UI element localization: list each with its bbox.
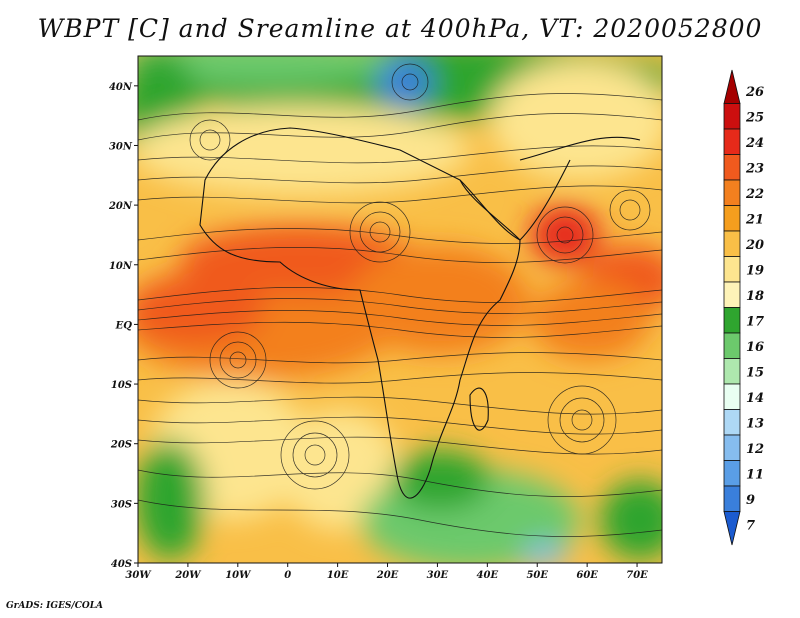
colorbar-segment bbox=[723, 358, 741, 385]
lat-label: EQ bbox=[115, 320, 133, 331]
lat-label: 10N bbox=[109, 261, 133, 272]
lon-label: 30E bbox=[427, 570, 449, 581]
colorbar-label: 14 bbox=[746, 391, 764, 406]
colorbar-label: 20 bbox=[745, 238, 764, 253]
lat-label: 40N bbox=[109, 82, 133, 93]
colorbar-label: 17 bbox=[746, 314, 764, 329]
map-title: WBPT [C] and Sreamline at 400hPa, VT: 20… bbox=[37, 14, 763, 43]
colorbar-segment bbox=[723, 205, 741, 232]
coastlines bbox=[199, 127, 641, 499]
lon-label: 40E bbox=[477, 570, 499, 581]
colorbar-label: 24 bbox=[745, 136, 764, 151]
lon-label: 50E bbox=[526, 570, 548, 581]
colorbar-segment bbox=[723, 434, 741, 461]
colorbar-label: 7 bbox=[746, 518, 755, 533]
lon-label: 20E bbox=[376, 570, 399, 581]
colorbar-segment bbox=[723, 179, 741, 206]
lon-label: 0 bbox=[284, 570, 291, 581]
colorbar: 26 25 24 23 22 21 20 19 18 17 16 15 14 13 12 11 9 7 bbox=[723, 69, 764, 546]
lat-label: 30N bbox=[109, 141, 133, 152]
colorbar-label: 26 bbox=[745, 85, 764, 100]
colorbar-segment bbox=[723, 256, 741, 283]
lon-label: 20W bbox=[174, 570, 202, 581]
colorbar-label: 16 bbox=[746, 340, 764, 355]
lat-label: 20S bbox=[110, 440, 132, 451]
colorbar-label: 13 bbox=[746, 416, 764, 431]
colorbar-segment bbox=[723, 103, 741, 130]
colorbar-segment bbox=[723, 409, 741, 436]
colorbar-segment bbox=[723, 460, 741, 487]
lon-label: 10E bbox=[327, 570, 349, 581]
lon-label: 10W bbox=[225, 570, 252, 581]
lon-label: 70E bbox=[626, 570, 648, 581]
lat-label: 10S bbox=[111, 380, 132, 391]
lat-label: 40S bbox=[111, 559, 132, 570]
colorbar-label: 9 bbox=[746, 493, 755, 508]
colorbar-arrow-top bbox=[723, 69, 741, 104]
streamlines bbox=[138, 63, 662, 537]
latitude-axis: 40N 30N 20N 10N EQ 10S 20S 30S 40S bbox=[108, 82, 138, 570]
colorbar-segment bbox=[723, 281, 741, 308]
colorbar-segment bbox=[723, 485, 741, 512]
colorbar-label: 23 bbox=[745, 161, 764, 176]
lat-label: 30S bbox=[111, 499, 132, 510]
colorbar-label: 21 bbox=[745, 212, 764, 227]
colorbar-label: 11 bbox=[746, 467, 764, 482]
colorbar-label: 22 bbox=[745, 187, 764, 202]
colorbar-segment bbox=[723, 154, 741, 181]
colorbar-label: 12 bbox=[746, 442, 764, 457]
lon-label: 60E bbox=[576, 570, 598, 581]
lon-label: 30W bbox=[125, 570, 152, 581]
colorbar-segment bbox=[723, 332, 741, 359]
colorbar-segment bbox=[723, 230, 741, 257]
colorbar-label: 19 bbox=[746, 263, 764, 278]
colorbar-label: 15 bbox=[746, 365, 764, 380]
colorbar-arrow-bottom bbox=[723, 511, 741, 546]
credit-text: GrADS: IGES/COLA bbox=[6, 601, 104, 611]
colorbar-segment bbox=[723, 383, 741, 410]
colorbar-segment bbox=[723, 307, 741, 334]
colorbar-label: 25 bbox=[745, 110, 764, 125]
colorbar-segment bbox=[723, 128, 741, 155]
wbpt-field bbox=[138, 56, 662, 563]
map-frame bbox=[137, 55, 663, 564]
longitude-axis: 30W 20W 10W 0 10E 20E 30E 40E 50E 60E 70E bbox=[125, 563, 648, 581]
lat-label: 20N bbox=[108, 201, 133, 212]
colorbar-label: 18 bbox=[746, 289, 764, 304]
